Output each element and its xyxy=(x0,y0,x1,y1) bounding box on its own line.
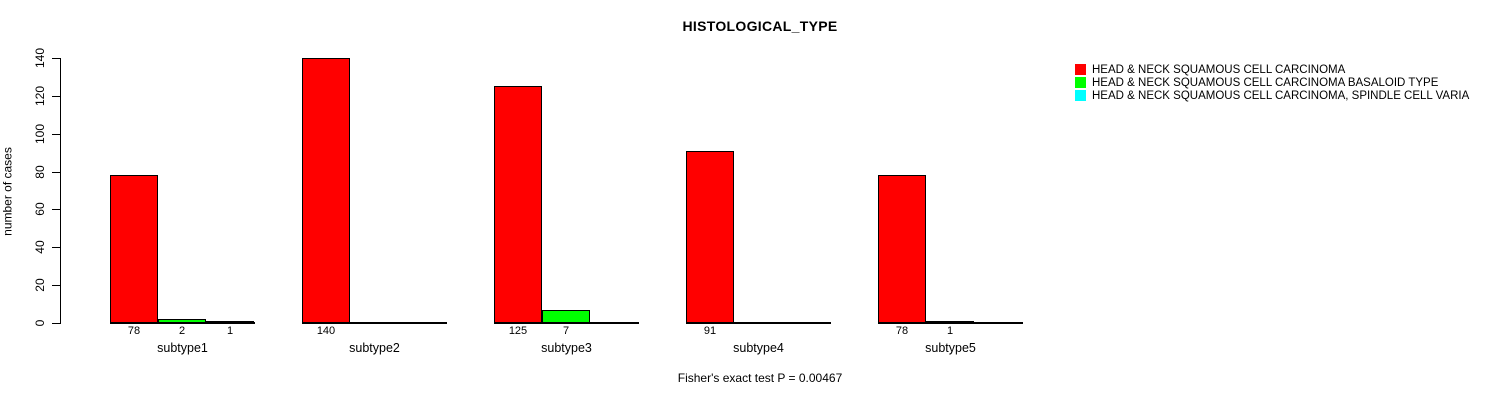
bar-subtype2-series1 xyxy=(302,58,350,323)
y-axis-tick xyxy=(52,134,60,135)
category-label: subtype5 xyxy=(925,341,976,355)
bar-subtype3-series2 xyxy=(542,310,590,323)
bar-subtype4-series1 xyxy=(686,151,734,323)
y-axis-tick xyxy=(52,172,60,173)
legend-label: HEAD & NECK SQUAMOUS CELL CARCINOMA xyxy=(1092,63,1346,76)
bar-value-label: 125 xyxy=(508,325,528,337)
y-axis-tick-label: 20 xyxy=(33,278,47,292)
y-axis-tick-label: 40 xyxy=(33,240,47,254)
y-axis-tick xyxy=(52,247,60,248)
bar-value-label: 1 xyxy=(946,325,954,337)
x-axis-baseline xyxy=(494,322,639,324)
x-axis-baseline xyxy=(302,322,447,324)
x-axis-baseline xyxy=(110,322,255,324)
y-axis-tick-label: 0 xyxy=(33,319,47,327)
chart-title: HISTOLOGICAL_TYPE xyxy=(682,18,838,34)
bar-subtype3-series1 xyxy=(494,86,542,323)
bar-value-label: 1 xyxy=(226,325,234,337)
legend-item: HEAD & NECK SQUAMOUS CELL CARCINOMA xyxy=(1075,63,1469,76)
y-axis-tick-label: 120 xyxy=(33,85,47,107)
bar-value-label: 91 xyxy=(703,325,717,337)
bar-subtype5-series1 xyxy=(878,175,926,323)
legend-label: HEAD & NECK SQUAMOUS CELL CARCINOMA BASA… xyxy=(1092,76,1439,89)
y-axis-tick-label: 140 xyxy=(33,47,47,69)
category-label: subtype2 xyxy=(349,341,400,355)
bar-subtype1-series3 xyxy=(206,321,254,323)
y-axis-tick xyxy=(52,58,60,59)
category-label: subtype1 xyxy=(157,341,208,355)
legend: HEAD & NECK SQUAMOUS CELL CARCINOMA HEAD… xyxy=(1075,63,1469,103)
y-axis-line xyxy=(60,58,61,324)
x-axis-baseline xyxy=(878,322,1023,324)
y-axis-tick xyxy=(52,285,60,286)
fisher-test-annotation: Fisher's exact test P = 0.00467 xyxy=(677,371,843,385)
bar-value-label: 78 xyxy=(127,325,141,337)
y-axis-tick-label: 60 xyxy=(33,202,47,216)
legend-label: HEAD & NECK SQUAMOUS CELL CARCINOMA, SPI… xyxy=(1092,89,1470,102)
bar-value-label: 140 xyxy=(316,325,336,337)
legend-swatch-green xyxy=(1075,77,1086,89)
y-axis-tick-label: 80 xyxy=(33,165,47,179)
bar-subtype1-series1 xyxy=(110,175,158,323)
y-axis-tick xyxy=(52,96,60,97)
y-axis-tick xyxy=(52,323,60,324)
category-label: subtype3 xyxy=(541,341,592,355)
bar-value-label: 7 xyxy=(562,325,570,337)
legend-swatch-red xyxy=(1075,64,1086,76)
category-label: subtype4 xyxy=(733,341,784,355)
y-axis-tick-label: 100 xyxy=(33,123,47,145)
legend-item: HEAD & NECK SQUAMOUS CELL CARCINOMA, SPI… xyxy=(1075,89,1469,102)
x-axis-baseline xyxy=(686,322,831,324)
bar-value-label: 2 xyxy=(178,325,186,337)
legend-item: HEAD & NECK SQUAMOUS CELL CARCINOMA BASA… xyxy=(1075,76,1469,89)
bar-value-label: 78 xyxy=(895,325,909,337)
bar-subtype5-series2 xyxy=(926,321,974,323)
bar-subtype1-series2 xyxy=(158,319,206,323)
legend-swatch-cyan xyxy=(1075,90,1086,102)
y-axis-tick xyxy=(52,209,60,210)
